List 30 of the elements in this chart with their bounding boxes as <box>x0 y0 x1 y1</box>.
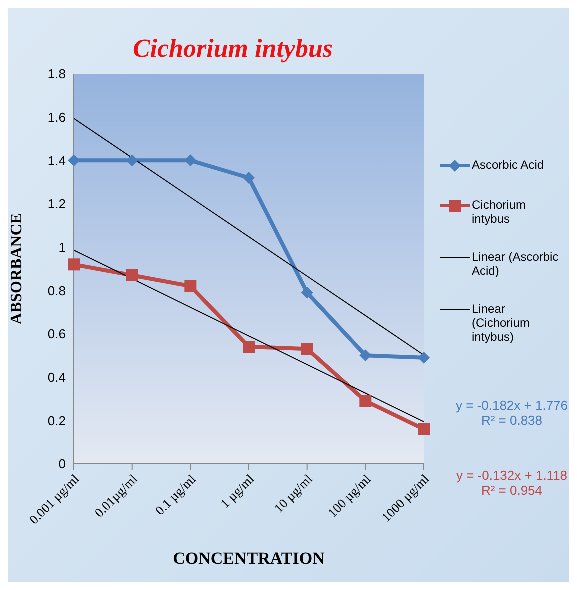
legend-label: Ascorbic Acid <box>472 158 544 172</box>
point <box>184 280 197 292</box>
point <box>126 270 138 282</box>
y-tick-label: 1.4 <box>48 153 66 168</box>
y-tick-label: 0.4 <box>48 370 66 385</box>
y-tick-label: 0 <box>58 456 66 472</box>
point <box>301 286 314 299</box>
y-tick-label: 1.2 <box>48 196 66 212</box>
point <box>418 352 430 364</box>
point <box>243 341 255 353</box>
point <box>301 343 314 356</box>
chart-title: Cichorium intybus <box>132 34 334 64</box>
text: y = -0.182x + 1.776 R² = 0.838 <box>454 398 570 428</box>
y-tick-label: 0.8 <box>48 283 66 298</box>
legend-label: Linear (Cichorium intybus) <box>472 302 532 344</box>
y-tick-label: 1 <box>58 240 66 255</box>
text: y = -0.132x + 1.118 R² = 0.954 <box>455 468 569 498</box>
point <box>243 172 255 184</box>
legend-label: Linear (Ascorbic Acid) <box>472 250 560 278</box>
point <box>68 258 80 271</box>
point <box>418 423 430 436</box>
y-axis-title: ABSORBANCE <box>8 213 26 325</box>
y-tick-label: 1.8 <box>48 66 66 82</box>
y-tick-label: 0.2 <box>48 413 66 428</box>
legend-label: Cichorium intybus <box>472 198 528 226</box>
y-tick-label: 1.6 <box>48 110 66 125</box>
x-axis-title: CONCENTRATION <box>173 549 326 568</box>
point <box>68 154 80 167</box>
y-tick-label: 0.6 <box>48 326 66 342</box>
point <box>360 395 372 408</box>
